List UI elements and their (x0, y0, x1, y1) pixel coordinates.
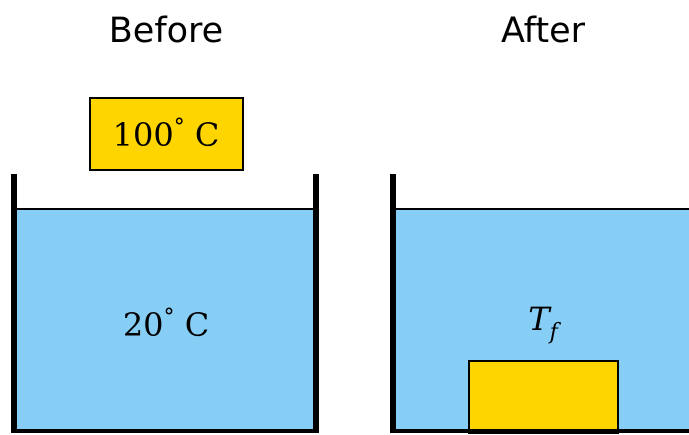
before-panel: 100° C 20° C (11, 97, 319, 433)
container-before (11, 174, 319, 433)
water-before (14, 209, 316, 433)
water-temperature-label: 20° C (123, 305, 209, 344)
before-heading: Before (109, 11, 223, 51)
after-heading: After (501, 11, 586, 51)
hot-block-temperature-label: 100° C (113, 115, 220, 154)
final-temperature-label: Tf (528, 300, 561, 345)
submerged-block (468, 360, 619, 434)
hot-block (89, 97, 244, 171)
after-panel: Tf (390, 174, 689, 434)
container-after (390, 174, 689, 433)
